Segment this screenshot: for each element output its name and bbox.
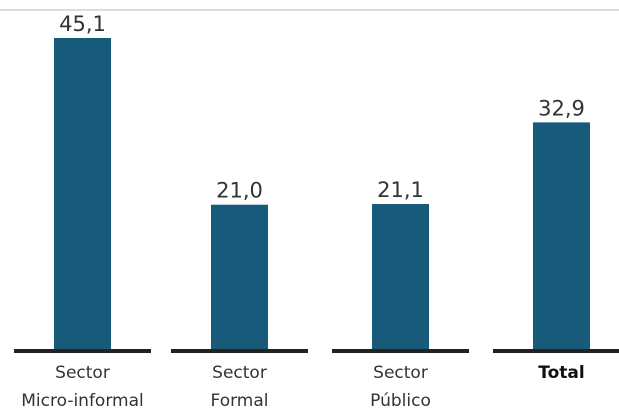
- category-label-2-line-0: Sector: [373, 363, 428, 383]
- bar-1: [211, 204, 268, 350]
- value-label-1: 21,0: [216, 179, 263, 203]
- category-label-1-line-1: Formal: [211, 391, 269, 410]
- baseline-1: [171, 349, 308, 353]
- category-label-0-line-1: Micro-informal: [21, 391, 143, 410]
- category-label-1-line-0: Sector: [212, 363, 267, 383]
- category-labels-group: Sector Micro-informal Sector Formal Sector Pú…: [21, 363, 584, 410]
- value-labels-group: 45,1 21,0 21,1 32,9: [59, 12, 585, 203]
- category-label-3-line-0: Total: [538, 363, 584, 383]
- baselines-group: [14, 349, 619, 353]
- baseline-3: [493, 349, 619, 353]
- baseline-0: [14, 349, 151, 353]
- value-label-0: 45,1: [59, 12, 106, 36]
- bar-0: [54, 38, 111, 350]
- baseline-2: [332, 349, 469, 353]
- bars-group: [54, 38, 590, 351]
- category-label-2-line-1: Público: [370, 391, 431, 410]
- value-label-2: 21,1: [377, 178, 424, 202]
- bar-3: [533, 122, 590, 351]
- value-label-3: 32,9: [538, 96, 585, 120]
- category-label-0-line-0: Sector: [55, 363, 110, 383]
- bar-2: [372, 204, 429, 350]
